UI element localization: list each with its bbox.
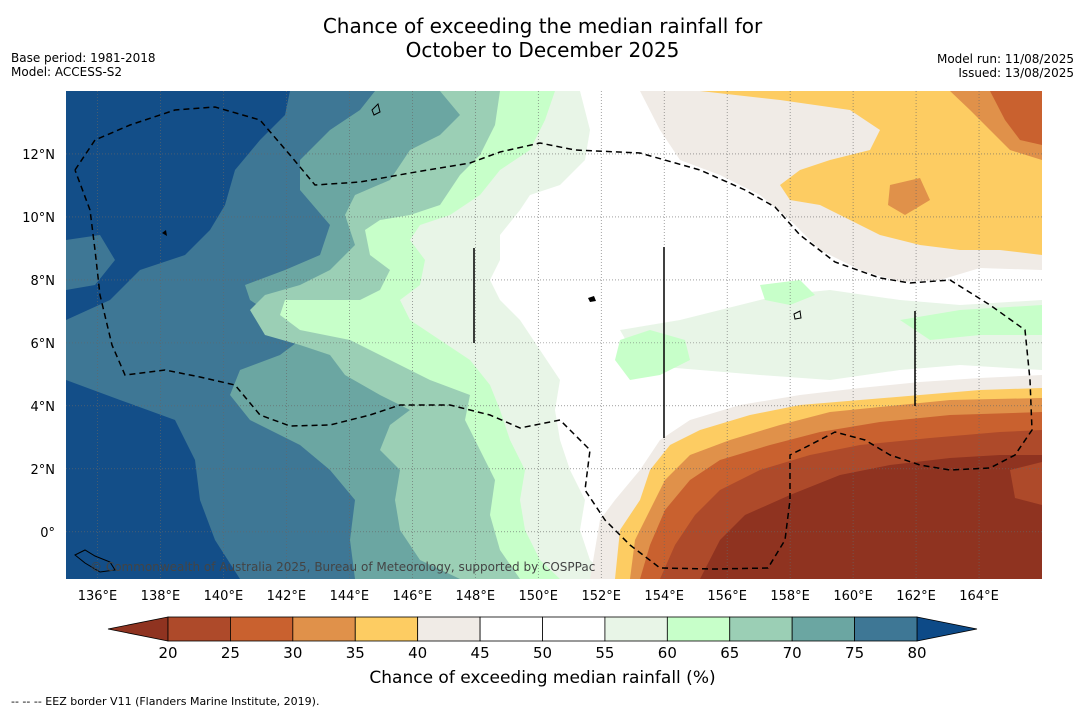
colorbar-label: 30 [283,644,302,662]
x-tick-label: 152°E [581,589,621,604]
island-outline [588,296,596,302]
x-tick-label: 136°E [78,589,118,604]
eez-border-west [74,106,1033,570]
island-outline [371,103,381,116]
colorbar-bin [854,616,918,642]
zone-60-65-east-b [760,280,815,305]
model-name: Model: ACCESS-S2 [11,65,123,79]
zone-20-25-pocket [1010,462,1042,505]
y-tick-label: 6°N [31,337,56,352]
zone-25-30 [990,91,1042,145]
title-line-1: Chance of exceeding the median rainfall … [322,14,763,38]
zone-60-65-east-c [900,305,1042,340]
colorbar-bin [417,616,481,642]
colorbar-title: Chance of exceeding median rainfall (%) [369,668,716,688]
island-outline [793,310,802,320]
x-tick-label: 164°E [959,589,999,604]
island-outline [74,549,116,573]
x-tick-label: 146°E [393,589,433,604]
meta-right: Model run: 11/08/2025 Issued: 13/08/2025 [937,52,1074,80]
y-axis-ticks: 12°N 10°N 8°N 6°N 4°N 2°N 0° [22,148,55,541]
base-period: Base period: 1981-2018 [11,51,156,65]
colorbar-under-arrow [107,616,169,642]
colorbar-label: 40 [408,644,427,662]
x-tick-label: 142°E [267,589,307,604]
colorbar-label: 25 [221,644,240,662]
x-tick-label: 140°E [204,589,244,604]
meta-left: Base period: 1981-2018 Model: ACCESS-S2 [11,51,156,79]
colorbar-bin [167,616,231,642]
zone-under-20 [700,455,1042,579]
eez-legend: -- -- -- EEZ border V11 (Flanders Marine… [11,695,320,708]
colorbar: 20 25 30 35 40 45 50 55 60 65 70 75 80 [107,616,978,662]
x-tick-label: 150°E [518,589,558,604]
colorbar-bin [230,616,294,642]
x-tick-label: 144°E [330,589,370,604]
x-tick-label: 154°E [644,589,684,604]
gridlines [66,91,1042,579]
colorbar-label: 70 [783,644,802,662]
issued-date: Issued: 13/08/2025 [958,66,1074,80]
colorbar-bin [666,616,731,642]
zone-75-80-b [66,235,115,290]
colorbar-bin [791,616,855,642]
zone-60-65-east [615,330,690,380]
map-title: Chance of exceeding the median rainfall … [0,14,1085,62]
colorbar-bin [354,616,419,642]
colorbar-label: 55 [595,644,614,662]
colorbar-bin [542,616,606,642]
title-line-2: October to December 2025 [405,38,680,62]
y-tick-label: 2°N [31,463,56,478]
y-tick-label: 12°N [22,148,55,163]
colorbar-label: 45 [471,644,490,662]
copyright-notice: © Commonwealth of Australia 2025, Bureau… [90,560,595,574]
zone-35-40 [700,91,1042,255]
rainfall-map: © Commonwealth of Australia 2025, Bureau… [66,91,1042,579]
island-outline [162,230,167,236]
x-tick-label: 160°E [833,589,873,604]
y-tick-label: 0° [40,526,55,541]
x-tick-label: 156°E [707,589,747,604]
colorbar-label: 80 [907,644,926,662]
colorbar-label: 50 [533,644,552,662]
y-tick-label: 10°N [22,211,55,226]
x-tick-label: 162°E [896,589,936,604]
x-tick-label: 138°E [141,589,181,604]
colorbar-label: 75 [845,644,864,662]
zone-55-60-east [620,290,1042,380]
colorbar-bin [604,616,668,642]
x-tick-label: 158°E [770,589,810,604]
colorbar-label: 65 [720,644,739,662]
colorbar-over-arrow [916,616,978,642]
y-tick-label: 8°N [31,274,56,289]
colorbar-label: 60 [658,644,677,662]
model-run: Model run: 11/08/2025 [936,52,1074,66]
colorbar-bin [292,616,356,642]
zone-30-35-north-b [888,178,930,215]
x-axis-ticks: 136°E 138°E 140°E 142°E 144°E 146°E 148°E 150°E… [78,589,999,604]
colorbar-label: 35 [346,644,365,662]
y-tick-label: 4°N [31,400,56,415]
x-tick-label: 148°E [456,589,496,604]
colorbar-bin [729,616,793,642]
colorbar-label: 20 [158,644,177,662]
colorbar-bin [479,616,543,642]
